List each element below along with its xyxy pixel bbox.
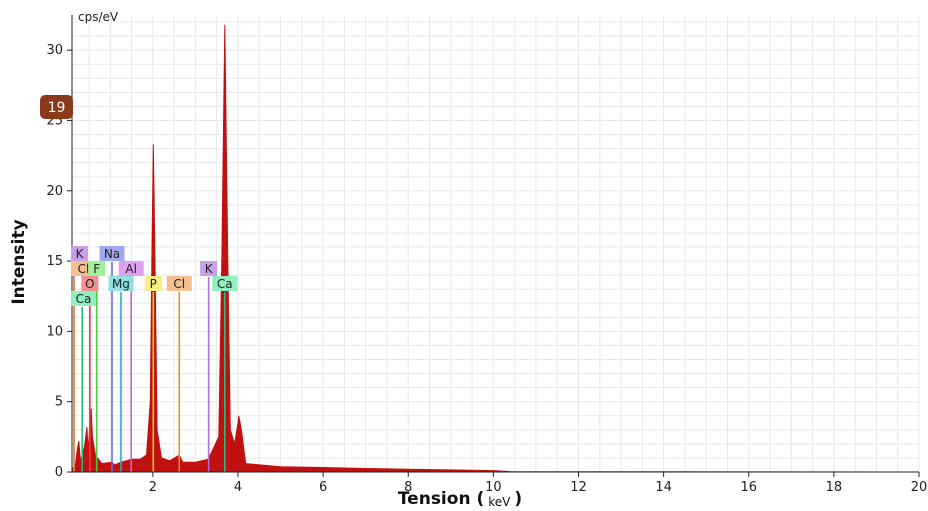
y-tick-label: 15 [46, 254, 63, 269]
y-tick-label: 0 [55, 465, 63, 480]
element-tag-al: Al [118, 261, 144, 276]
element-tag-label: Al [125, 262, 137, 276]
element-tag-box [71, 291, 96, 306]
y-tick-label: 20 [46, 184, 63, 199]
x-axis-label: Tension ( keV) [398, 489, 522, 509]
element-tag-ca: Ca [212, 276, 238, 291]
element-tag-mg: Mg [108, 276, 134, 291]
x-tick-labels: 2 4 6 8 10 12 14 16 18 20 [149, 472, 928, 495]
element-tag-label: Cl [173, 277, 185, 291]
x-tick-label: 4 [234, 480, 242, 495]
element-tag-box [88, 261, 106, 276]
element-tag-label: K [205, 262, 214, 276]
element-tag-label: Ca [76, 292, 92, 306]
spectrum-series [71, 24, 920, 473]
element-tag-box [108, 276, 134, 291]
y-tick-label: 10 [46, 324, 63, 339]
x-tick-label: 6 [319, 480, 327, 495]
x-tick-label: 16 [740, 480, 757, 495]
x-axis-unit: keV [488, 495, 511, 509]
element-tag-label: K [76, 247, 85, 261]
x-tick-label: 10 [485, 480, 502, 495]
y-axis-label: Intensity [9, 219, 29, 304]
x-tick-label: 2 [149, 480, 157, 495]
element-tag-cl: Cl [166, 276, 192, 291]
element-tag-box [118, 261, 144, 276]
element-tag-label: F [93, 262, 100, 276]
element-tag-ca: Ca [71, 291, 96, 306]
x-axis-label-text: Tension ( [398, 489, 484, 509]
x-tick-label: 20 [911, 480, 928, 495]
element-tag-p: P [144, 276, 162, 291]
element-tag-box [99, 246, 125, 261]
y-tick-label: 5 [55, 395, 63, 410]
axes [71, 15, 919, 473]
element-tag-box [144, 276, 162, 291]
x-tick-label: 12 [570, 480, 587, 495]
x-tick-label: 14 [655, 480, 672, 495]
element-tag-box [200, 261, 218, 276]
element-tag-k: K [71, 246, 88, 261]
counter-badge-value: 19 [48, 100, 66, 116]
y-tick-label: 30 [46, 43, 63, 58]
element-tag-label: Na [104, 247, 120, 261]
spectrum-area [71, 24, 920, 473]
element-tag-box [166, 276, 192, 291]
element-tag-box [212, 276, 238, 291]
element-tag-f: F [88, 261, 106, 276]
element-lines [73, 262, 226, 472]
x-tick-label: 8 [404, 480, 412, 495]
y-unit-label: cps/eV [78, 10, 119, 24]
element-tag-label: Mg [112, 277, 130, 291]
counter-badge: 19 [40, 95, 73, 119]
element-tag-box [81, 276, 99, 291]
grid [72, 15, 920, 472]
element-tag-label: Cl [78, 262, 90, 276]
element-tag-label: P [150, 277, 157, 291]
element-tag-k: K [200, 261, 218, 276]
element-tag-na: Na [99, 246, 125, 261]
element-tag-box [71, 246, 88, 261]
x-tick-label: 18 [826, 480, 843, 495]
element-tag-label: Ca [217, 277, 233, 291]
counter-badge-box [40, 95, 73, 119]
x-axis-label-close: ) [514, 489, 522, 509]
element-tag-o: O [81, 276, 99, 291]
element-tag-label: O [85, 277, 94, 291]
